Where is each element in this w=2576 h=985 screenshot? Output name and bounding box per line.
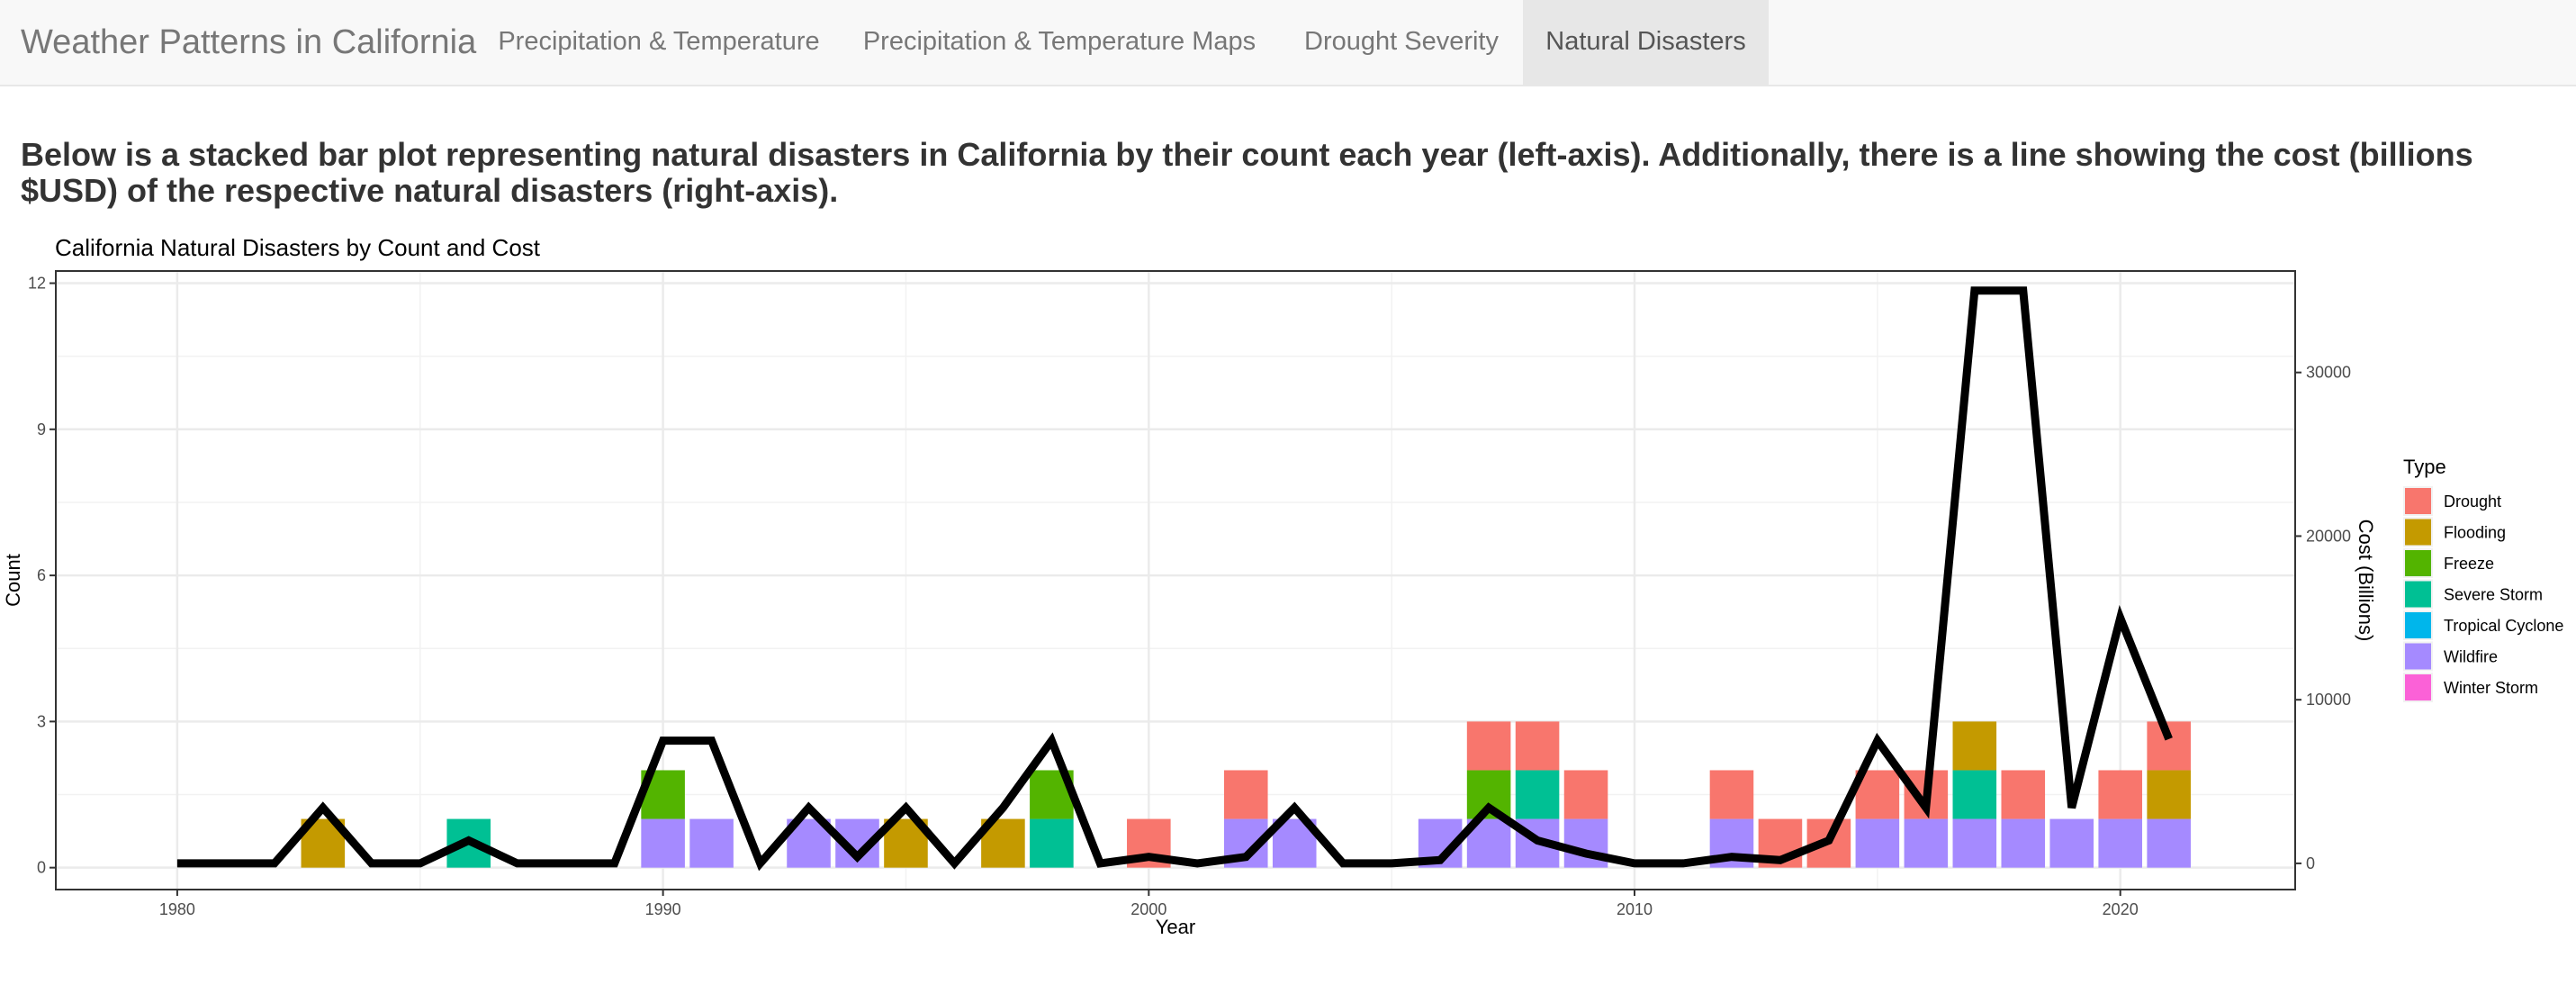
legend-label-drought: Drought <box>2444 492 2501 511</box>
bar-wildfire <box>641 818 685 868</box>
y-tick-label: 9 <box>37 420 46 438</box>
x-tick-label: 1980 <box>159 900 195 918</box>
legend-title: Type <box>2403 456 2446 478</box>
bar-drought <box>1709 770 1754 819</box>
legend-label-tropical-cyclone: Tropical Cyclone <box>2444 617 2563 635</box>
bar-drought <box>1223 770 1268 819</box>
legend-label-winter-storm: Winter Storm <box>2444 679 2538 697</box>
bar-severe-storm <box>1030 818 1074 868</box>
x-axis-title: Year <box>1156 916 1195 938</box>
y2-tick-label: 30000 <box>2306 364 2351 382</box>
y-tick-label: 3 <box>37 712 46 730</box>
bar-severe-storm <box>1952 770 1997 819</box>
bar-drought <box>2001 770 2046 819</box>
y-axis-title: Count <box>2 554 24 607</box>
bar-wildfire <box>2001 818 2046 868</box>
legend-label-flooding: Flooding <box>2444 524 2506 542</box>
x-tick-label: 2010 <box>1617 900 1653 918</box>
bar-wildfire <box>1855 818 1900 868</box>
legend-swatch-tropical-cyclone <box>2405 612 2431 638</box>
bar-wildfire <box>2147 818 2191 868</box>
plot-border <box>55 270 2296 890</box>
cost-line <box>176 286 2173 872</box>
legend-swatch-wildfire <box>2405 643 2431 670</box>
legend-swatch-freeze <box>2405 550 2431 576</box>
legend-swatch-drought <box>2405 488 2431 514</box>
legend-swatch-severe-storm <box>2405 581 2431 608</box>
tab-precipitation-temperature-maps[interactable]: Precipitation & Temperature Maps <box>862 27 1256 56</box>
bar-drought <box>1515 721 1560 771</box>
legend-swatch-winter-storm <box>2405 674 2431 700</box>
bar-wildfire <box>1952 818 1997 868</box>
legend-label-severe-storm: Severe Storm <box>2444 586 2543 604</box>
bar-drought <box>1563 770 1608 819</box>
y2-tick-label: 0 <box>2306 854 2315 872</box>
navbar: Weather Patterns in California Precipita… <box>0 0 2576 86</box>
bar-wildfire <box>2098 818 2142 868</box>
y2-tick-label: 10000 <box>2306 691 2351 709</box>
bar-drought <box>1466 721 1511 771</box>
bar-flooding <box>2147 770 2191 819</box>
tab-drought-severity[interactable]: Drought Severity <box>1304 27 1499 56</box>
legend-swatch-flooding <box>2405 519 2431 546</box>
legend-label-freeze: Freeze <box>2444 555 2494 573</box>
bar-wildfire <box>2049 818 2094 868</box>
bar-flooding <box>1952 721 1997 771</box>
y-tick-label: 0 <box>37 859 46 877</box>
legend-label-wildfire: Wildfire <box>2444 648 2498 666</box>
y-tick-label: 6 <box>37 566 46 584</box>
bar-wildfire <box>1904 818 1949 868</box>
bar-severe-storm <box>1515 770 1560 819</box>
chart-title: California Natural Disasters by Count an… <box>55 234 541 261</box>
x-tick-label: 1990 <box>645 900 681 918</box>
y2-axis-title: Cost (Billions) <box>2355 520 2377 642</box>
page-intro-text: Below is a stacked bar plot representing… <box>21 136 2473 209</box>
navbar-brand[interactable]: Weather Patterns in California <box>21 23 477 61</box>
bar-wildfire <box>689 818 734 868</box>
bar-drought <box>2098 770 2142 819</box>
tab-precipitation-temperature[interactable]: Precipitation & Temperature <box>498 27 820 56</box>
x-tick-label: 2000 <box>1130 900 1166 918</box>
y2-tick-label: 20000 <box>2306 527 2351 545</box>
tab-natural-disasters[interactable]: Natural Disasters <box>1523 0 1769 85</box>
x-tick-label: 2020 <box>2103 900 2139 918</box>
y-tick-label: 12 <box>28 275 46 293</box>
